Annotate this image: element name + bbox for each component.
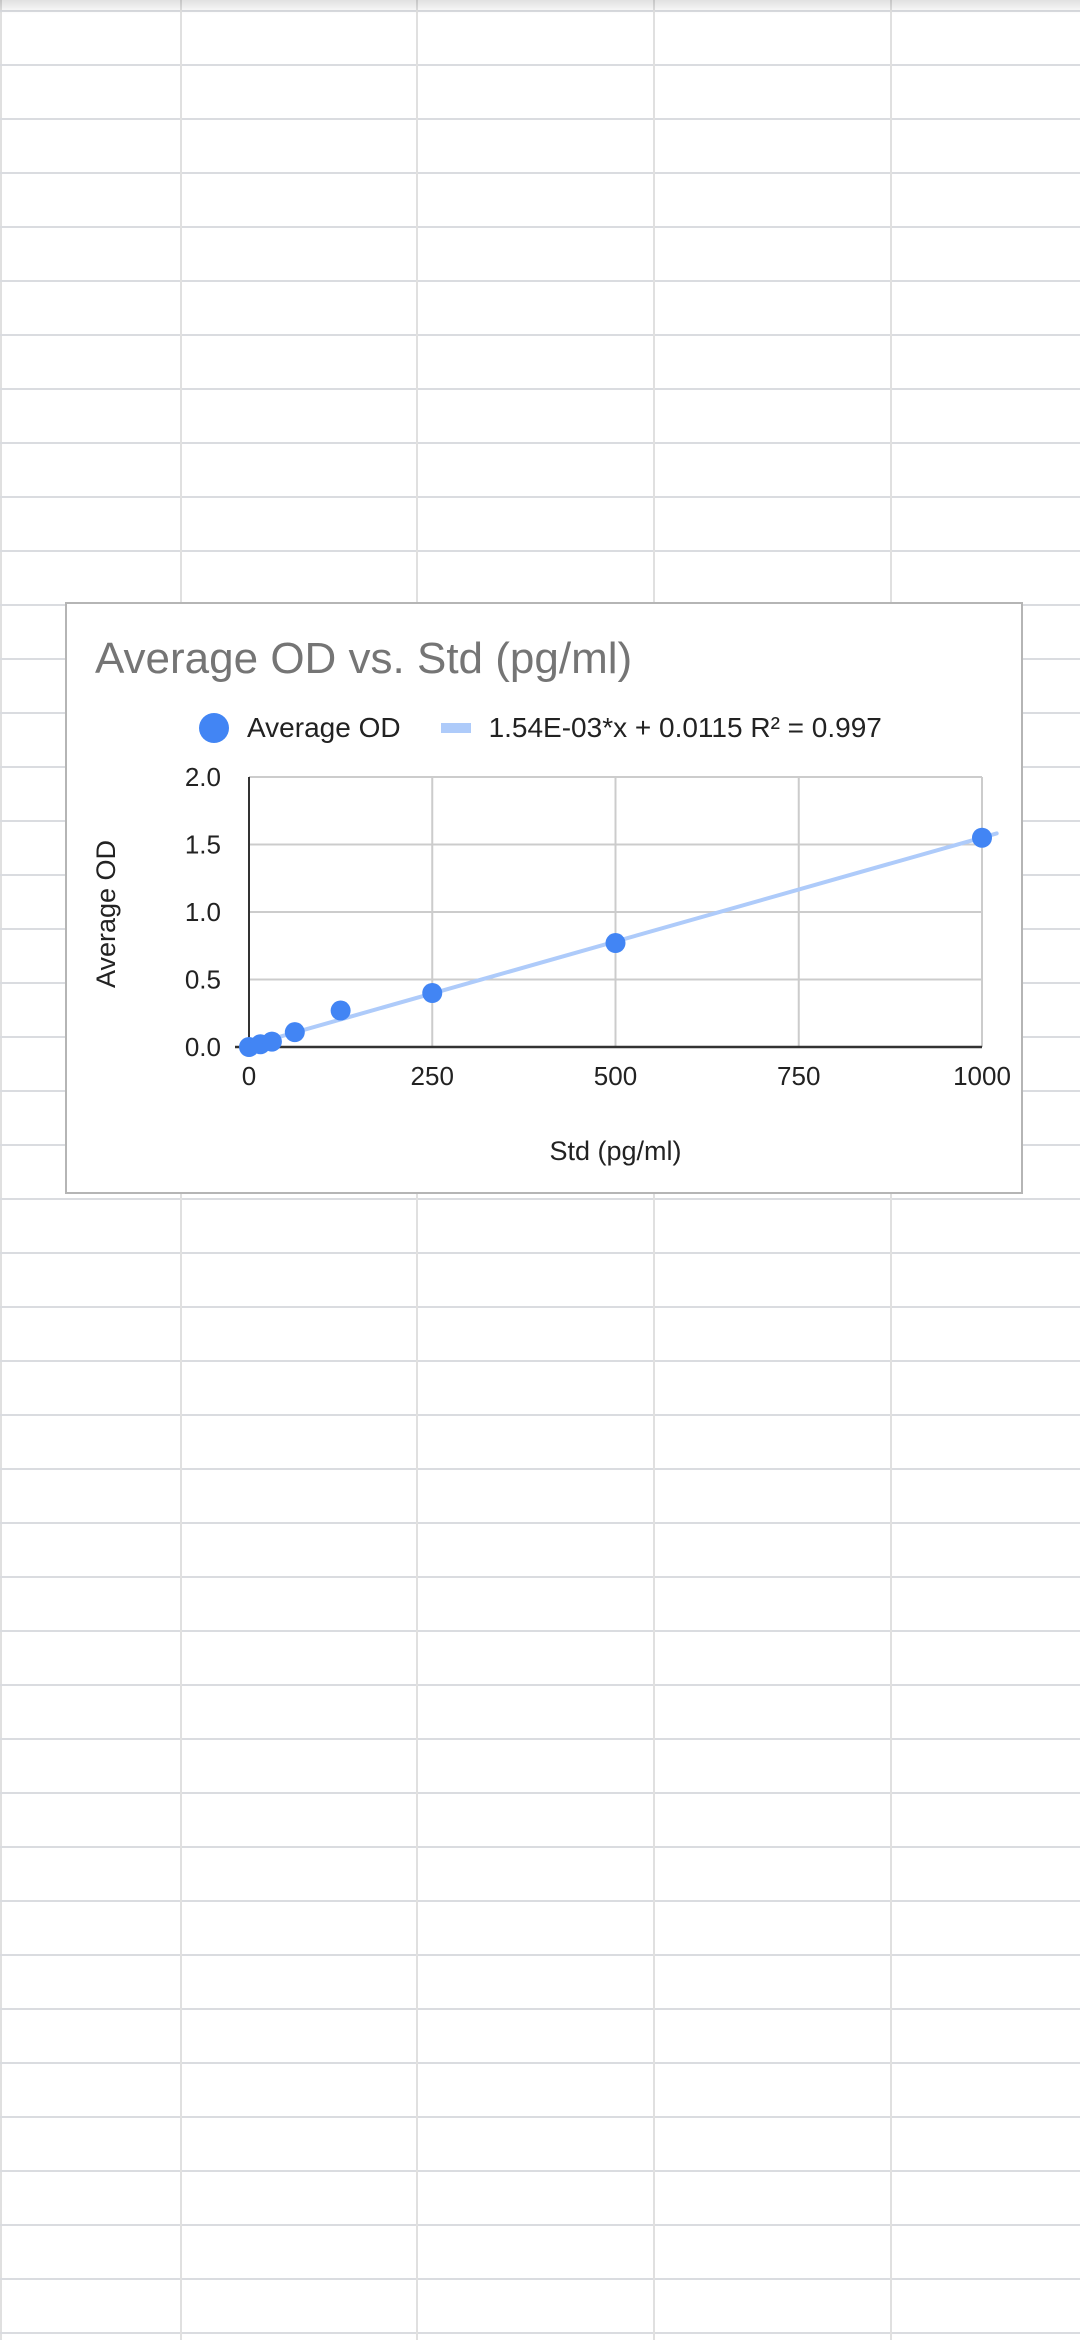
x-tick-label: 0 — [242, 1061, 256, 1091]
legend-trendline-icon — [440, 723, 471, 733]
y-tick-label: 0.5 — [185, 965, 221, 995]
data-point — [422, 983, 443, 1003]
chart-title: Average OD vs. Std (pg/ml) — [95, 634, 633, 683]
legend-trendline-label: 1.54E-03*x + 0.0115 R² = 0.997 — [488, 712, 882, 743]
y-axis-title: Average OD — [91, 840, 121, 988]
legend-dot-icon — [199, 713, 229, 743]
data-point — [330, 1000, 351, 1021]
data-point — [972, 827, 992, 848]
chart-legend: Average OD 1.54E-03*x + 0.0115 R² = 0.99… — [199, 708, 882, 748]
toolbar-shadow — [0, 0, 1080, 14]
x-tick-label: 500 — [594, 1061, 637, 1091]
x-axis-title: Std (pg/ml) — [549, 1136, 681, 1166]
data-point — [605, 933, 626, 954]
y-tick-label: 1.5 — [185, 830, 221, 860]
data-point — [284, 1022, 305, 1043]
y-tick-label: 1.0 — [185, 897, 221, 927]
x-tick-label: 750 — [777, 1061, 820, 1091]
data-point — [261, 1031, 282, 1052]
x-tick-label: 250 — [411, 1061, 454, 1091]
chart-card[interactable]: Average OD vs. Std (pg/ml) Average OD 1.… — [65, 602, 1023, 1194]
plot-area: 0.0 0.5 1.0 1.5 2.0 0 250 500 750 1000 Std (pg/ml)… — [91, 762, 1011, 1166]
x-tick-label: 1000 — [953, 1061, 1011, 1091]
legend-series-label: Average OD — [247, 712, 401, 743]
y-tick-label: 0.0 — [185, 1032, 221, 1062]
y-tick-label: 2.0 — [185, 762, 221, 792]
